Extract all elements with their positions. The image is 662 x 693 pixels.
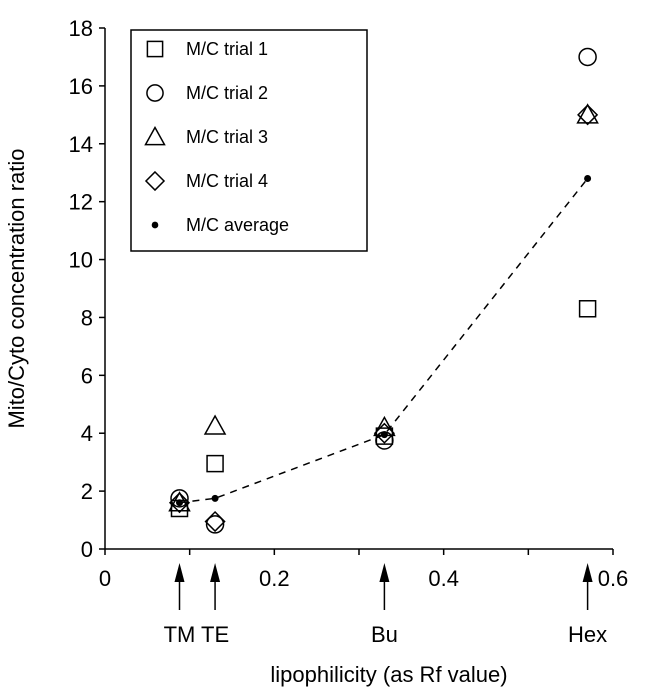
legend-entry-label: M/C average bbox=[186, 215, 289, 235]
annotation-arrowhead bbox=[582, 563, 593, 582]
compound-label-hex: Hex bbox=[568, 622, 607, 647]
square-data-point bbox=[578, 300, 597, 318]
triangle-data-point bbox=[168, 491, 191, 512]
legend: M/C trial 1 M/C trial 2 M/C trial 3 M/C tri… bbox=[130, 29, 368, 252]
legend-square-marker bbox=[146, 40, 164, 58]
compound-label-tm: TM bbox=[164, 622, 196, 647]
y-tick-label: 2 bbox=[81, 479, 93, 504]
diamond-data-point bbox=[204, 510, 226, 533]
legend-entry-label: M/C trial 1 bbox=[186, 39, 268, 59]
legend-dot-marker bbox=[151, 221, 159, 229]
legend-entry-label: M/C trial 2 bbox=[186, 83, 268, 103]
y-axis-title: Mito/Cyto concentration ratio bbox=[4, 148, 29, 428]
compound-annotations: TM TE Bu Hex bbox=[164, 563, 607, 647]
dot-data-point bbox=[380, 431, 388, 439]
y-tick-label: 12 bbox=[69, 190, 93, 215]
legend-entry-label: M/C trial 3 bbox=[186, 127, 268, 147]
average-line bbox=[179, 178, 589, 504]
x-tick-label: 0.6 bbox=[598, 566, 629, 591]
triangle-data-point bbox=[203, 414, 227, 435]
legend-circle-marker bbox=[146, 84, 164, 102]
dot-data-point bbox=[176, 499, 184, 507]
y-tick-label: 0 bbox=[81, 537, 93, 562]
diamond-data-point bbox=[168, 492, 191, 514]
y-tick-label: 4 bbox=[81, 421, 93, 446]
y-tick-label: 18 bbox=[69, 16, 93, 41]
x-tick-label: 0 bbox=[99, 566, 111, 591]
x-axis-title: lipophilicity (as Rf value) bbox=[270, 662, 507, 687]
diamond-data-point bbox=[373, 422, 395, 444]
annotation-arrowhead bbox=[210, 563, 221, 582]
dot-data-point bbox=[211, 494, 219, 502]
y-tick-label: 8 bbox=[81, 305, 93, 330]
legend-box bbox=[130, 29, 368, 252]
annotation-arrowhead bbox=[174, 563, 185, 582]
circle-data-point bbox=[578, 47, 597, 67]
circle-data-point bbox=[170, 489, 189, 508]
legend-triangle-marker bbox=[144, 125, 166, 146]
data-markers bbox=[168, 47, 599, 534]
x-tick-label: 0.4 bbox=[428, 566, 459, 591]
y-tick-label: 16 bbox=[69, 74, 93, 99]
y-tick-label: 6 bbox=[81, 363, 93, 388]
circle-data-point bbox=[205, 515, 225, 534]
square-data-point bbox=[206, 454, 224, 473]
triangle-data-point bbox=[576, 103, 599, 124]
compound-label-bu: Bu bbox=[371, 622, 398, 647]
x-axis-ticks: 0 0.2 0.4 0.6 bbox=[99, 549, 628, 591]
y-tick-label: 14 bbox=[69, 132, 93, 157]
x-tick-label: 0.2 bbox=[259, 566, 290, 591]
legend-diamond-marker bbox=[144, 170, 166, 192]
average-trend-line bbox=[179, 178, 589, 504]
legend-entry-label: M/C trial 4 bbox=[186, 171, 268, 191]
dot-data-point bbox=[584, 175, 592, 183]
annotation-arrowhead bbox=[379, 563, 390, 582]
compound-label-te: TE bbox=[201, 622, 229, 647]
y-axis-ticks: 0 2 4 6 8 10 12 14 16 18 bbox=[69, 16, 105, 562]
diamond-data-point bbox=[577, 104, 599, 126]
y-tick-label: 10 bbox=[69, 248, 93, 273]
